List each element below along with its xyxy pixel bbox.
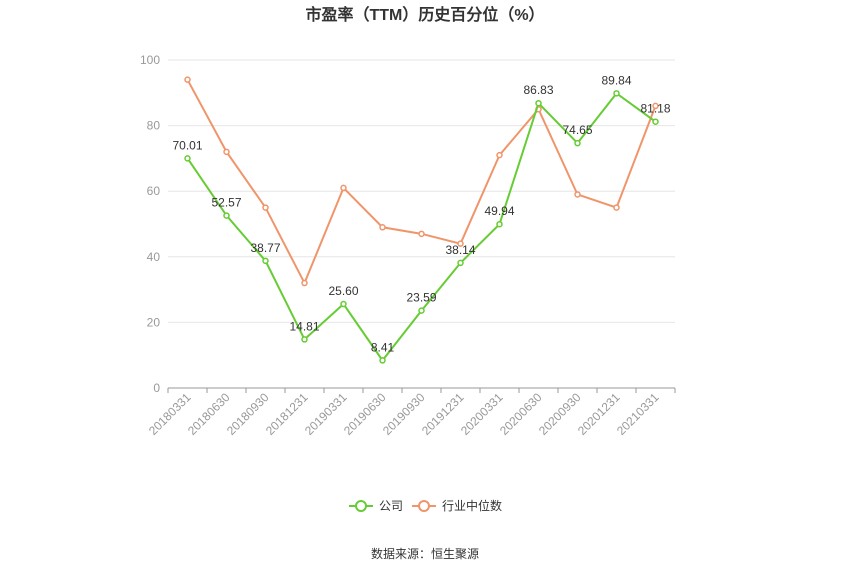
data-label: 81.18 [640, 102, 670, 116]
data-label: 38.77 [250, 241, 280, 255]
source-text: 数据来源：恒生聚源 [371, 546, 479, 561]
axes: 0204060801002018033120180630201809302018… [140, 53, 676, 438]
y-tick-label: 60 [147, 184, 161, 198]
data-label: 23.59 [406, 291, 436, 305]
y-tick-label: 80 [147, 119, 161, 133]
data-point [457, 259, 464, 267]
chart-title: 市盈率（TTM）历史百分位（%） [305, 5, 544, 24]
data-point [418, 230, 425, 238]
data-label: 49.94 [484, 204, 514, 218]
x-tick-label: 20210331 [614, 390, 662, 438]
legend-marker [355, 500, 367, 512]
data-label: 74.65 [562, 123, 592, 137]
data-label: 38.14 [445, 243, 475, 257]
data-point [301, 336, 308, 343]
legend-label: 行业中位数 [442, 498, 502, 513]
data-point [652, 118, 659, 125]
data-point [223, 148, 230, 156]
data-point [496, 220, 503, 228]
data-point [262, 204, 269, 211]
data-point [223, 212, 230, 219]
grid-lines [168, 59, 675, 323]
data-point [340, 184, 347, 192]
y-tick-label: 40 [147, 250, 161, 264]
data-point [496, 151, 503, 159]
data-point [379, 224, 386, 231]
y-tick-label: 20 [147, 315, 161, 329]
data-point [613, 90, 620, 97]
data-point [262, 257, 269, 265]
y-tick-label: 0 [153, 381, 160, 395]
legend-item-company[interactable]: 公司 [349, 499, 403, 513]
data-label: 70.01 [172, 138, 202, 152]
data-labels: 70.01 52.57 38.77 14.81 25.60 8.41 23.59 38.14 4… [172, 73, 670, 354]
data-label: 14.81 [289, 319, 319, 333]
data-label: 89.84 [601, 73, 631, 87]
legend-label: 公司 [379, 499, 403, 513]
data-point [535, 99, 542, 107]
data-point [652, 102, 659, 110]
data-label: 52.57 [211, 196, 241, 210]
legend[interactable]: 公司 行业中位数 [349, 498, 502, 513]
data-label: 8.41 [371, 340, 395, 354]
series-layer [184, 76, 659, 364]
data-point [613, 204, 620, 211]
legend-item-industry-median[interactable]: 行业中位数 [412, 498, 502, 513]
legend-marker [418, 500, 430, 512]
y-tick-label: 100 [140, 53, 160, 67]
data-point [184, 76, 191, 83]
data-point [301, 279, 308, 287]
data-point [379, 357, 386, 364]
data-point [457, 240, 464, 247]
data-point [574, 191, 581, 198]
data-point [418, 307, 425, 314]
data-point [184, 155, 191, 162]
data-label: 25.60 [328, 284, 358, 298]
data-point [340, 300, 347, 308]
data-point [574, 139, 581, 147]
data-label: 86.83 [523, 83, 553, 97]
